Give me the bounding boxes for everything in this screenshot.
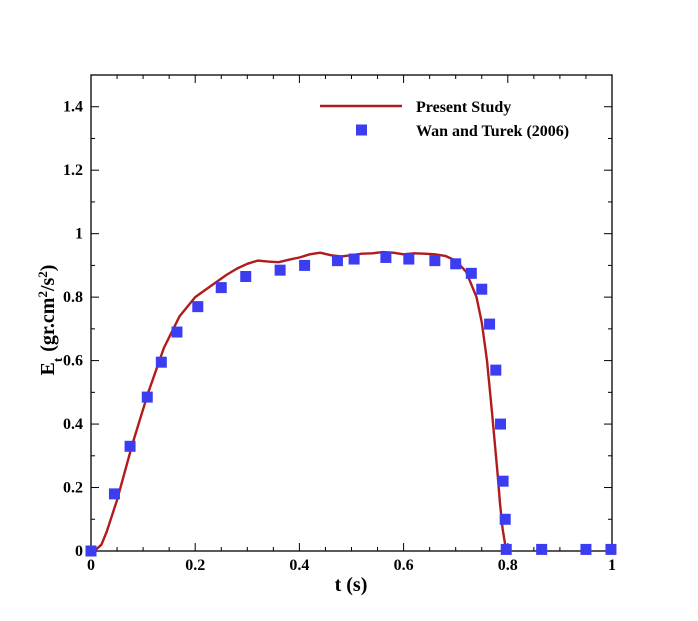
data-point-wan-turek (348, 253, 360, 265)
x-tick-label: 1 (608, 557, 616, 574)
y-tick-label: 0.4 (63, 416, 83, 433)
y-tick-label: 1 (75, 226, 83, 243)
x-axis-label: t (s) (335, 574, 368, 596)
data-point-wan-turek (274, 264, 286, 276)
data-point-wan-turek (331, 255, 343, 267)
data-point-wan-turek (192, 301, 204, 313)
data-point-wan-turek (605, 543, 617, 555)
data-point-wan-turek (484, 318, 496, 330)
plot-frame (90, 74, 613, 552)
data-point-wan-turek (124, 440, 136, 452)
legend-marker-wan-turek (356, 124, 367, 136)
data-point-wan-turek (500, 543, 512, 555)
x-tick-label: 0.8 (498, 557, 518, 574)
y-tick-label: 1.4 (63, 99, 83, 116)
y-tick-label: 0.2 (63, 480, 83, 497)
data-point-wan-turek (580, 543, 592, 555)
data-point-wan-turek (499, 513, 511, 525)
x-tick-label: 0.4 (289, 557, 309, 574)
data-point-wan-turek (497, 475, 509, 487)
data-point-wan-turek (299, 259, 311, 271)
data-point-wan-turek (403, 253, 415, 265)
data-point-wan-turek (240, 271, 252, 283)
data-point-wan-turek (85, 545, 97, 557)
series-line-present-study (90, 250, 509, 553)
data-point-wan-turek (465, 267, 477, 279)
data-point-wan-turek (380, 251, 392, 263)
y-tick-label: 0.6 (63, 353, 83, 370)
y-tick-label: 1.2 (63, 162, 83, 179)
y-tick-label: 0 (75, 543, 83, 560)
data-point-wan-turek (155, 356, 167, 368)
data-point-wan-turek (141, 391, 153, 403)
data-point-wan-turek (536, 543, 548, 555)
legend-label-present-study: Present Study (416, 99, 511, 116)
legend-label-wan-turek: Wan and Turek (2006) (416, 123, 569, 140)
data-point-wan-turek (171, 326, 183, 338)
y-axis-label: Et(gr.cm2/s2) (35, 265, 65, 376)
x-tick-label: 0.6 (394, 557, 414, 574)
y-tick-label: 0.8 (63, 289, 83, 306)
x-tick-label: 0 (87, 557, 95, 574)
data-point-wan-turek (450, 258, 462, 270)
data-point-wan-turek (495, 418, 507, 430)
data-point-wan-turek (429, 255, 441, 267)
data-point-wan-turek (108, 488, 120, 500)
data-point-wan-turek (490, 364, 502, 376)
data-point-wan-turek (215, 282, 227, 294)
data-point-wan-turek (476, 283, 488, 295)
x-tick-label: 0.2 (185, 557, 205, 574)
